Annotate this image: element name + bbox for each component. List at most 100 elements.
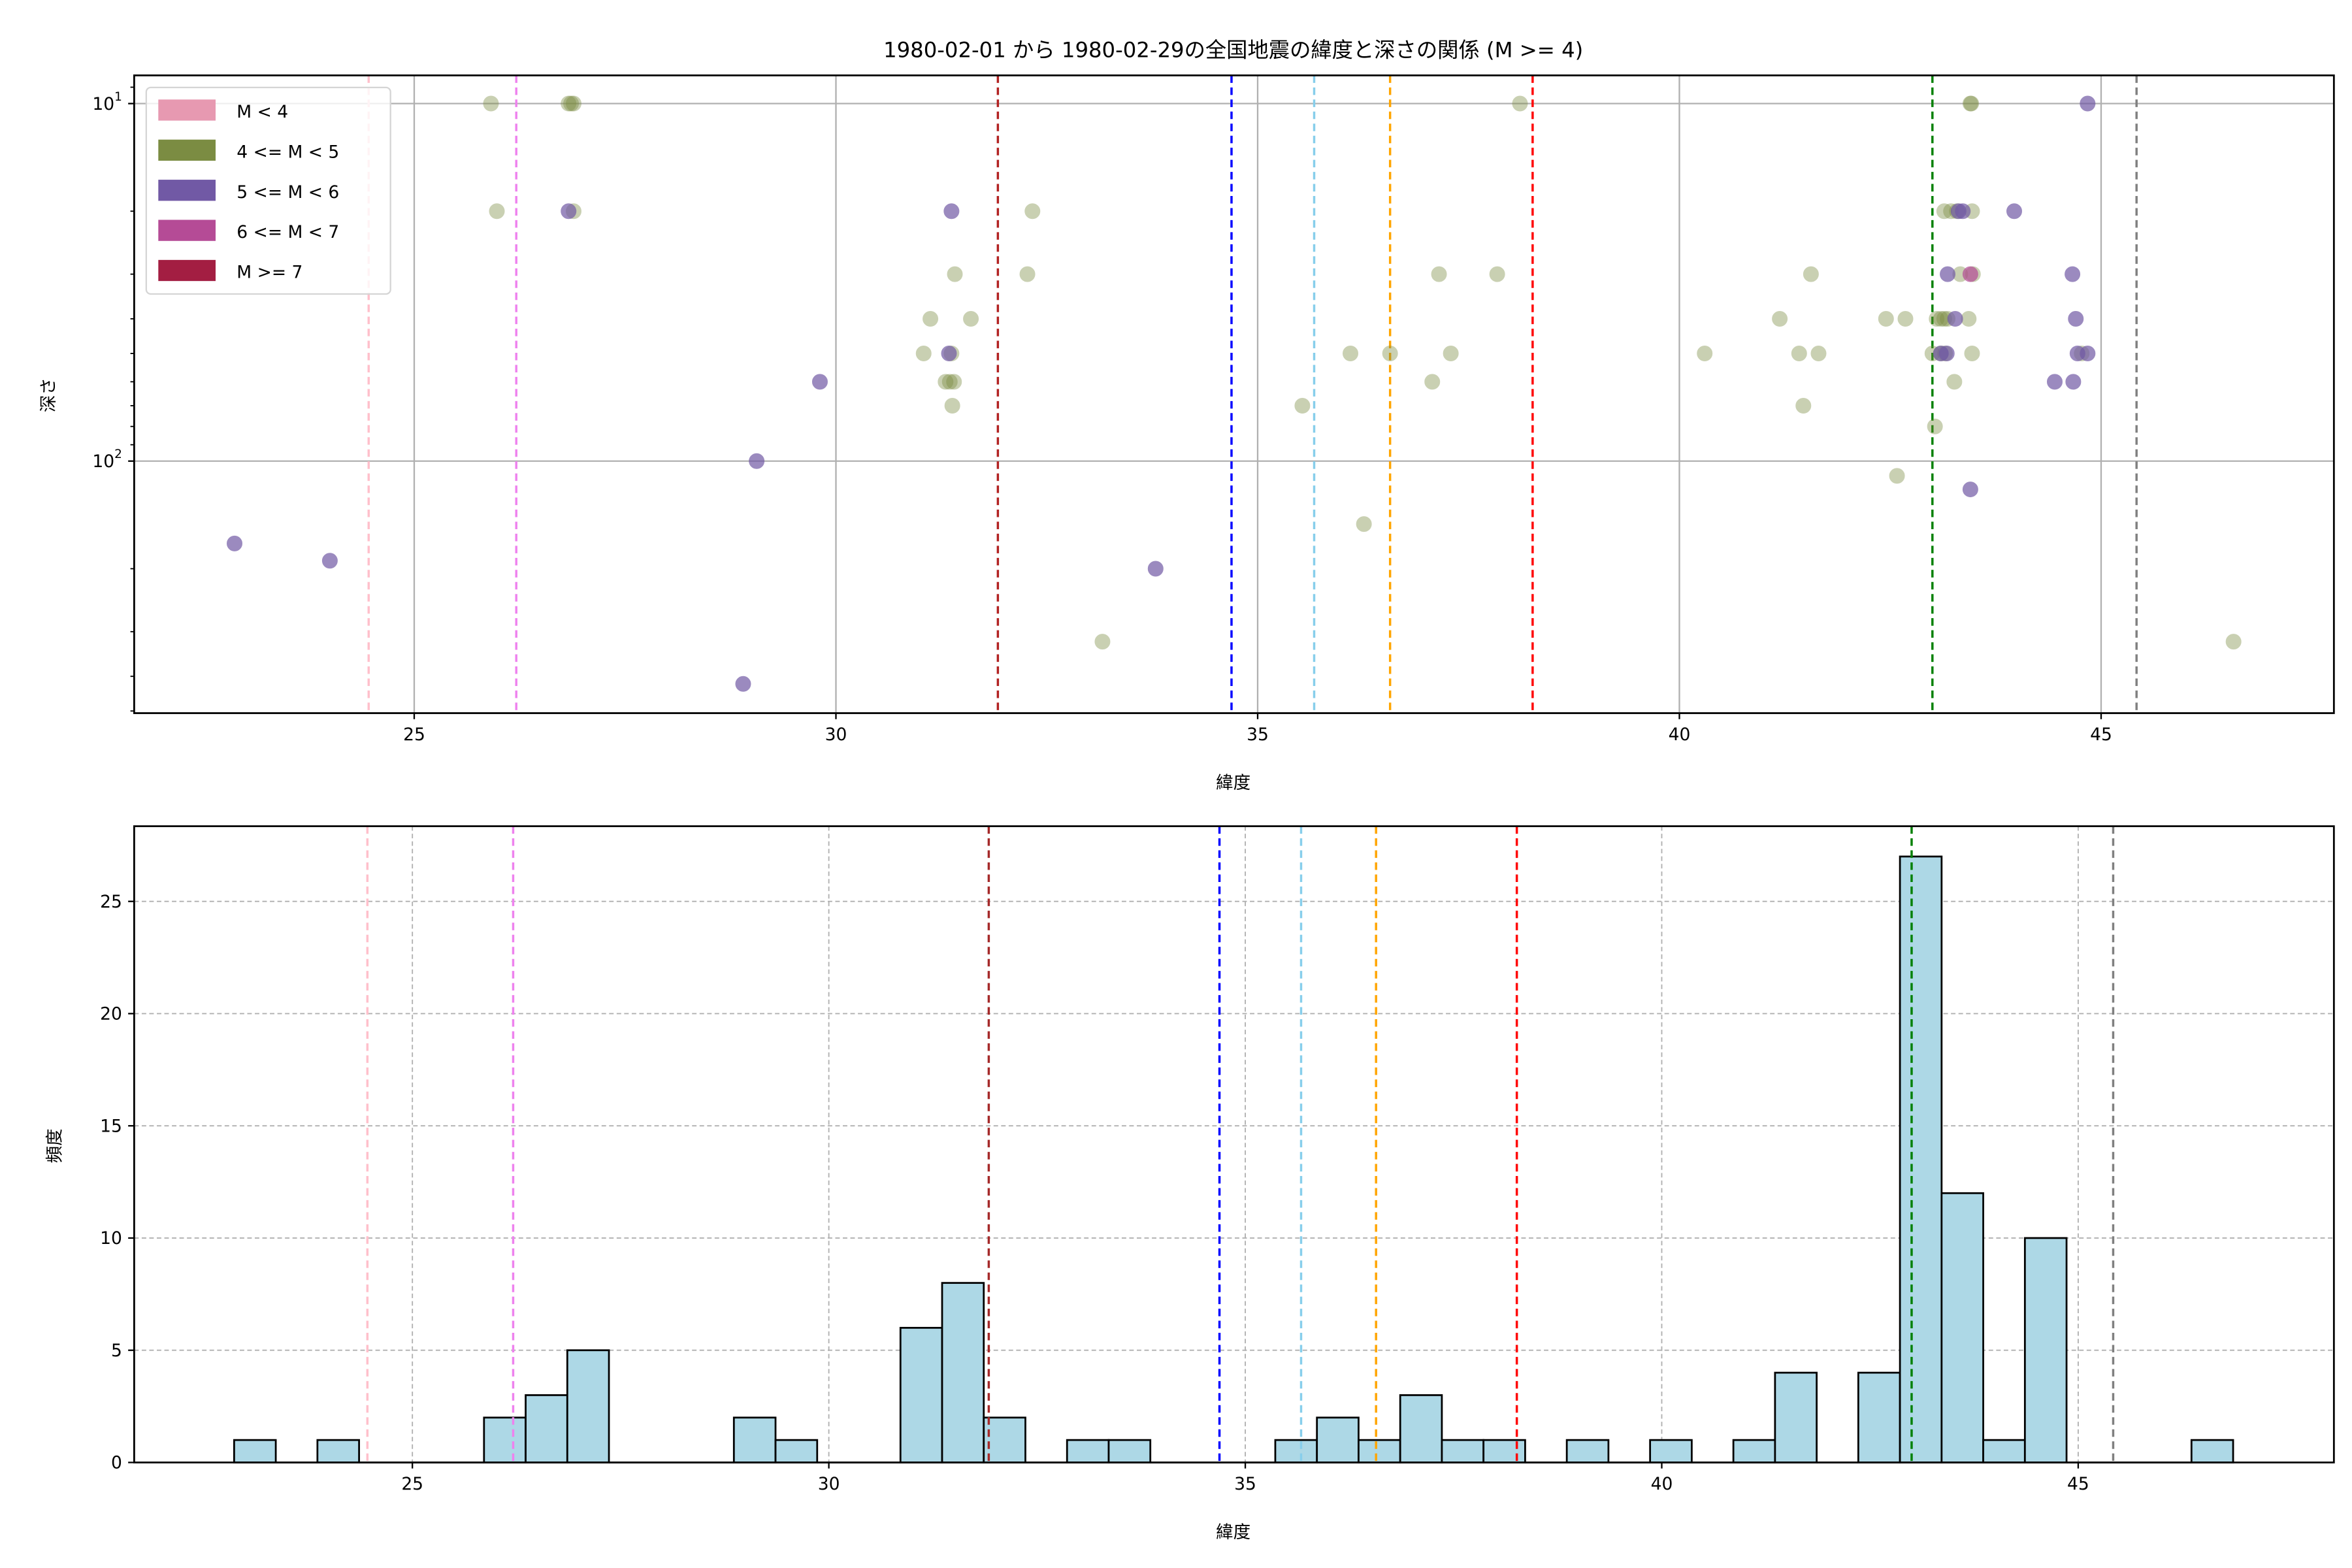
x-tick-label: 40 bbox=[1651, 1474, 1673, 1494]
data-point bbox=[1947, 310, 1963, 327]
data-point bbox=[1940, 266, 1956, 282]
data-point bbox=[1697, 346, 1713, 362]
x-tick-label: 35 bbox=[1234, 1474, 1256, 1494]
histogram-x-axis-label: 緯度 bbox=[1216, 1522, 1250, 1543]
data-point bbox=[1962, 95, 1978, 112]
data-point bbox=[2046, 374, 2063, 390]
histogram-bar bbox=[732, 1416, 777, 1463]
data-point bbox=[561, 203, 577, 220]
data-point bbox=[1963, 95, 1980, 112]
data-point bbox=[2080, 346, 2096, 362]
data-point bbox=[483, 95, 499, 112]
histogram-bar bbox=[1441, 1439, 1485, 1463]
legend-swatch bbox=[158, 139, 216, 161]
histogram-bar bbox=[941, 1282, 985, 1463]
data-point bbox=[749, 453, 765, 469]
data-point bbox=[1489, 266, 1505, 282]
data-point bbox=[943, 203, 960, 220]
x-tick-label: 30 bbox=[818, 1474, 840, 1494]
data-point bbox=[963, 310, 979, 327]
legend-label: 5 <= M < 6 bbox=[237, 182, 339, 203]
data-point bbox=[1019, 266, 1036, 282]
data-point bbox=[1927, 418, 1943, 434]
legend-swatch bbox=[158, 220, 216, 241]
data-point bbox=[946, 374, 962, 390]
histogram-bar bbox=[233, 1439, 277, 1463]
chart-title: 1980-02-01 から 1980-02-29の全国地震の緯度と深さの関係 (… bbox=[883, 38, 1583, 63]
histogram-bar bbox=[983, 1416, 1026, 1463]
y-tick-label: 20 bbox=[100, 1004, 122, 1024]
data-point bbox=[1512, 95, 1528, 112]
data-point bbox=[489, 203, 505, 220]
histogram-bar bbox=[1482, 1439, 1526, 1463]
histogram-bar bbox=[1107, 1439, 1152, 1463]
data-point bbox=[1810, 346, 1827, 362]
data-point bbox=[1024, 203, 1041, 220]
data-point bbox=[227, 535, 243, 551]
scatter-reference-lines bbox=[367, 75, 2138, 713]
histogram-bar bbox=[1732, 1439, 1776, 1463]
legend-label: M < 4 bbox=[237, 102, 288, 122]
data-point bbox=[563, 95, 580, 112]
histogram-bar bbox=[566, 1349, 610, 1463]
y-tick-label: 15 bbox=[100, 1116, 122, 1136]
histogram-bar bbox=[1649, 1439, 1693, 1463]
histogram-bar bbox=[1857, 1371, 1901, 1463]
histogram-bar bbox=[1316, 1416, 1360, 1463]
x-tick-label: 45 bbox=[2067, 1474, 2089, 1494]
data-point bbox=[1343, 346, 1359, 362]
histogram-frame bbox=[133, 825, 2335, 1463]
data-point bbox=[938, 374, 954, 390]
y-tick-label: 10 bbox=[100, 1228, 122, 1249]
data-point bbox=[1803, 266, 1819, 282]
data-point bbox=[565, 95, 581, 112]
scatter-points bbox=[227, 95, 2242, 692]
data-point bbox=[1772, 310, 1788, 327]
legend-label: 4 <= M < 5 bbox=[237, 142, 339, 162]
data-point bbox=[1897, 310, 1914, 327]
scatter-grid bbox=[134, 75, 2334, 713]
x-tick-label: 25 bbox=[401, 1474, 423, 1494]
data-point bbox=[941, 374, 958, 390]
histogram-y-axis-label: 頻度 bbox=[44, 1128, 65, 1163]
data-point bbox=[1791, 346, 1807, 362]
data-point bbox=[561, 95, 577, 112]
data-point bbox=[941, 346, 957, 362]
histogram-bar bbox=[2023, 1237, 2068, 1463]
histogram-bar bbox=[774, 1439, 819, 1463]
y-tick-exponent: 1 bbox=[114, 90, 122, 104]
data-point bbox=[1382, 346, 1398, 362]
histogram-bar bbox=[1565, 1439, 1610, 1463]
x-tick-label: 30 bbox=[825, 725, 847, 745]
histogram-bar bbox=[525, 1394, 568, 1463]
data-point bbox=[2225, 634, 2242, 650]
data-point bbox=[1094, 634, 1111, 650]
scatter-y-axis-label: 深さ bbox=[39, 378, 59, 412]
data-point bbox=[1424, 374, 1441, 390]
data-point bbox=[1431, 266, 1447, 282]
data-point bbox=[735, 676, 751, 692]
data-point bbox=[2080, 95, 2096, 112]
histogram-bar bbox=[483, 1416, 527, 1463]
data-point bbox=[1795, 397, 1812, 414]
histogram-bar bbox=[1358, 1439, 1401, 1463]
x-tick-label: 45 bbox=[2090, 725, 2112, 745]
histogram-bar bbox=[316, 1439, 360, 1463]
data-point bbox=[1929, 310, 1945, 327]
data-point bbox=[811, 374, 828, 390]
data-point bbox=[1294, 397, 1311, 414]
data-point bbox=[1962, 266, 1978, 282]
data-point bbox=[923, 310, 939, 327]
data-point bbox=[1443, 346, 1459, 362]
legend-label: M >= 7 bbox=[237, 263, 302, 283]
histogram-bar bbox=[1399, 1394, 1443, 1463]
data-point bbox=[321, 553, 338, 569]
histogram-bar bbox=[1940, 1192, 1984, 1463]
histogram-bar bbox=[1066, 1439, 1110, 1463]
data-point bbox=[1147, 561, 1164, 577]
data-point bbox=[1889, 468, 1905, 484]
histogram-bar bbox=[1899, 855, 1943, 1463]
